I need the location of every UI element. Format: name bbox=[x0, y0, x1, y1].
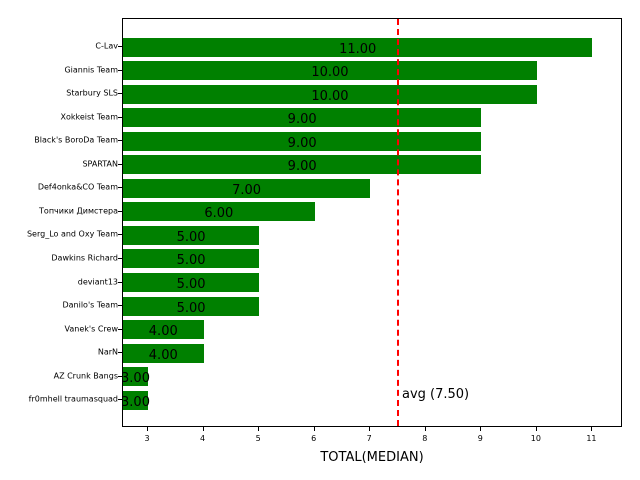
x-tick bbox=[369, 427, 371, 431]
y-tick bbox=[118, 257, 122, 259]
x-tick bbox=[480, 427, 482, 431]
y-tick bbox=[118, 69, 122, 71]
y-tick bbox=[118, 328, 122, 330]
bar bbox=[123, 84, 537, 104]
y-tick bbox=[118, 234, 122, 236]
bar-value-label: 5.00 bbox=[176, 253, 206, 269]
y-tick-label: AZ Crunk Bangs bbox=[53, 371, 118, 381]
y-tick-label: C-Lav bbox=[95, 41, 118, 51]
bar bbox=[123, 37, 593, 57]
bar-value-label: 7.00 bbox=[232, 182, 262, 198]
average-line bbox=[397, 19, 399, 426]
bar bbox=[123, 273, 260, 292]
x-tick-label: 8 bbox=[422, 434, 428, 443]
y-tick-label: Vanek's Crew bbox=[64, 324, 118, 334]
y-tick-label: Xokkeist Team bbox=[60, 112, 119, 122]
y-tick bbox=[118, 375, 122, 377]
y-tick bbox=[118, 352, 122, 354]
bar-value-label: 10.00 bbox=[311, 65, 349, 81]
bar bbox=[123, 155, 482, 175]
bar bbox=[123, 225, 260, 245]
bar-value-label: 5.00 bbox=[176, 277, 206, 292]
y-tick-label: Dawkins Richard bbox=[51, 253, 118, 263]
bar-value-label: 11.00 bbox=[339, 41, 377, 57]
y-tick bbox=[118, 281, 122, 283]
y-tick-label: Giannis Team bbox=[64, 65, 118, 75]
bar bbox=[123, 108, 482, 128]
bar bbox=[123, 320, 204, 340]
x-tick bbox=[147, 427, 148, 431]
bar bbox=[123, 202, 315, 222]
x-tick-label: 4 bbox=[200, 434, 206, 443]
x-tick bbox=[313, 427, 315, 431]
y-tick-label: Топчики Димстера bbox=[39, 206, 118, 216]
x-tick-label: 9 bbox=[477, 434, 483, 443]
bar bbox=[123, 249, 260, 269]
x-tick-label: 6 bbox=[311, 434, 317, 443]
x-tick-label: 11 bbox=[586, 434, 597, 443]
y-tick-label: NarN bbox=[97, 347, 118, 357]
x-tick bbox=[202, 427, 204, 431]
average-label: avg (7.50) bbox=[402, 387, 470, 402]
bar bbox=[123, 343, 204, 363]
y-tick-label: SPARTAN bbox=[82, 159, 118, 169]
y-tick-label: deviant13 bbox=[77, 277, 118, 286]
y-tick bbox=[118, 305, 122, 307]
y-tick-label: Danilo's Team bbox=[62, 300, 118, 310]
bar-value-label: 4.00 bbox=[148, 324, 178, 340]
y-tick-label: Serg_Lo and Oxy Team bbox=[26, 229, 118, 239]
x-tick-label: 7 bbox=[366, 434, 372, 443]
bar-value-label: 6.00 bbox=[204, 206, 234, 222]
bar-value-label: 3.00 bbox=[121, 394, 150, 410]
y-tick-label: fr0mhell traumasquad bbox=[28, 394, 118, 404]
x-tick bbox=[258, 427, 260, 431]
y-tick bbox=[118, 187, 122, 189]
y-tick bbox=[118, 210, 122, 212]
plot-area: 11.00 10.00 10.00 9.00 9.00 9.00 7.00 6.00 5.00 5… bbox=[121, 18, 622, 427]
x-tick bbox=[424, 427, 426, 431]
bar bbox=[123, 131, 482, 151]
bar-value-label: 5.00 bbox=[176, 300, 206, 316]
x-tick bbox=[535, 427, 537, 431]
y-tick bbox=[118, 399, 122, 401]
x-tick bbox=[591, 427, 593, 431]
bar-value-label: 10.00 bbox=[311, 88, 349, 104]
x-axis-title: TOTAL(MEDIAN) bbox=[320, 450, 424, 465]
y-tick bbox=[118, 93, 122, 95]
y-tick-label: Black's BoroDa Team bbox=[34, 135, 118, 145]
bar bbox=[123, 296, 260, 316]
bar-value-label: 5.00 bbox=[176, 229, 206, 245]
bar bbox=[123, 61, 537, 81]
y-tick bbox=[118, 116, 122, 118]
y-tick bbox=[118, 163, 122, 165]
y-tick bbox=[118, 46, 122, 47]
bar bbox=[123, 390, 148, 410]
x-tick-label: 5 bbox=[255, 434, 261, 443]
x-tick-label: 3 bbox=[144, 434, 150, 443]
y-tick-label: Def4onka&CO Team bbox=[37, 182, 118, 192]
bar-value-label: 4.00 bbox=[148, 347, 178, 363]
x-tick-label: 10 bbox=[530, 434, 541, 443]
bar-value-label: 3.00 bbox=[121, 371, 150, 387]
bar-value-label: 9.00 bbox=[287, 112, 317, 128]
bar-value-label: 9.00 bbox=[287, 135, 317, 151]
y-tick-label: Starbury SLS bbox=[66, 88, 118, 98]
bar bbox=[123, 367, 148, 387]
bar-value-label: 9.00 bbox=[287, 159, 317, 175]
y-tick bbox=[118, 140, 122, 142]
bar bbox=[123, 178, 371, 198]
